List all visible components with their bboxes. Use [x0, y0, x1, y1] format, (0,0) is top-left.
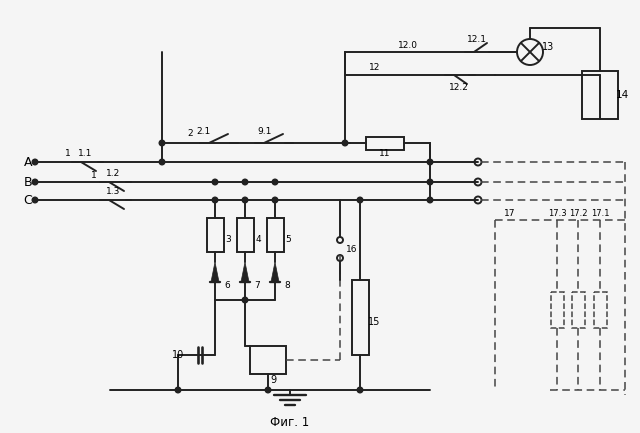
Circle shape — [272, 179, 278, 185]
Text: 5: 5 — [285, 236, 291, 245]
Circle shape — [212, 197, 218, 203]
Text: 14: 14 — [616, 90, 628, 100]
Text: 16: 16 — [346, 245, 358, 253]
Text: 13: 13 — [542, 42, 554, 52]
Text: 12.0: 12.0 — [398, 41, 418, 49]
Text: 1: 1 — [65, 149, 71, 158]
Circle shape — [428, 197, 433, 203]
Bar — [593, 292, 607, 328]
Text: A: A — [24, 155, 32, 168]
Bar — [250, 346, 286, 374]
Bar — [550, 292, 563, 328]
Bar — [582, 71, 618, 119]
Text: 15: 15 — [368, 317, 380, 327]
Text: 7: 7 — [254, 281, 260, 291]
Circle shape — [272, 197, 278, 203]
Bar — [237, 218, 253, 252]
Circle shape — [212, 179, 218, 185]
Bar — [351, 279, 369, 355]
Text: 4: 4 — [255, 236, 261, 245]
Bar — [266, 218, 284, 252]
Circle shape — [242, 197, 248, 203]
Text: 9: 9 — [270, 375, 276, 385]
Text: 1.1: 1.1 — [78, 149, 92, 158]
Text: 2: 2 — [187, 129, 193, 139]
Text: B: B — [24, 175, 32, 188]
Circle shape — [265, 387, 271, 393]
Text: 2.1: 2.1 — [196, 127, 210, 136]
Polygon shape — [211, 262, 219, 282]
Text: 1: 1 — [91, 171, 97, 180]
Text: Фиг. 1: Фиг. 1 — [270, 416, 310, 429]
Circle shape — [175, 387, 181, 393]
Text: 1.3: 1.3 — [106, 187, 120, 197]
Circle shape — [357, 387, 363, 393]
Circle shape — [428, 159, 433, 165]
Circle shape — [428, 179, 433, 185]
Text: 17.2: 17.2 — [569, 209, 588, 217]
Text: 3: 3 — [225, 236, 231, 245]
Bar — [207, 218, 223, 252]
Bar — [366, 136, 404, 149]
Circle shape — [242, 179, 248, 185]
Text: 10: 10 — [172, 350, 184, 360]
Text: C: C — [24, 194, 33, 207]
Text: 17.3: 17.3 — [548, 209, 566, 217]
Text: 8: 8 — [284, 281, 290, 291]
Text: 11: 11 — [380, 149, 391, 158]
Text: 12: 12 — [369, 64, 381, 72]
Text: 12.1: 12.1 — [467, 36, 487, 45]
Text: 12.2: 12.2 — [449, 84, 469, 93]
Circle shape — [342, 140, 348, 146]
Circle shape — [159, 159, 165, 165]
Circle shape — [242, 297, 248, 303]
Polygon shape — [271, 262, 279, 282]
Circle shape — [32, 159, 38, 165]
Polygon shape — [241, 262, 249, 282]
Circle shape — [32, 179, 38, 185]
Text: 6: 6 — [224, 281, 230, 291]
Text: 17.1: 17.1 — [591, 209, 609, 217]
Circle shape — [32, 197, 38, 203]
Bar — [572, 292, 584, 328]
Text: 17: 17 — [504, 210, 516, 219]
Circle shape — [357, 197, 363, 203]
Circle shape — [159, 140, 165, 146]
Text: 9.1: 9.1 — [258, 127, 272, 136]
Text: 1.2: 1.2 — [106, 169, 120, 178]
